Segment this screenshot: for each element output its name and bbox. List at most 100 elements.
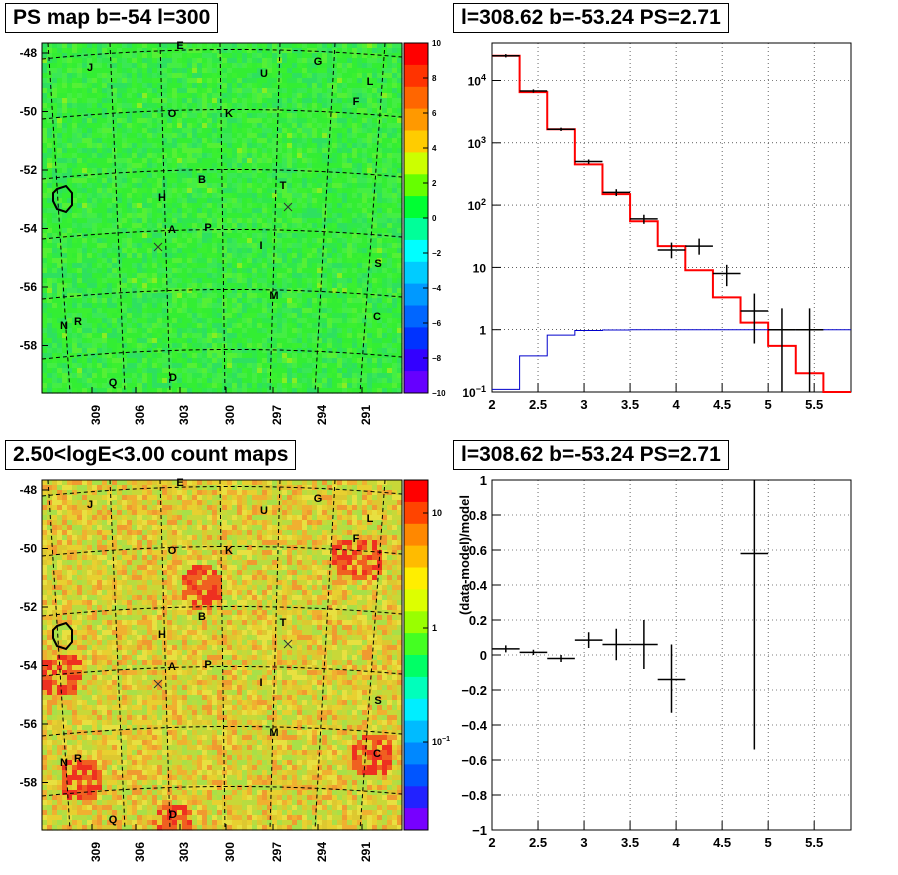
map-cell — [252, 268, 258, 274]
map-cell — [347, 108, 353, 114]
map-cell — [367, 168, 373, 174]
map-cell — [297, 198, 303, 204]
map-cell — [107, 113, 113, 119]
map-cell — [192, 263, 198, 269]
map-cell — [107, 283, 113, 289]
map-cell — [207, 88, 213, 94]
map-cell — [392, 303, 398, 309]
map-cell — [42, 363, 48, 369]
map-cell — [262, 283, 268, 289]
map-cell — [302, 343, 308, 349]
map-cell — [57, 253, 63, 259]
map-cell — [92, 218, 98, 224]
map-cell — [257, 138, 263, 144]
map-cell — [292, 263, 298, 269]
map-cell — [192, 243, 198, 249]
map-cell — [192, 248, 198, 254]
map-cell — [177, 328, 183, 334]
map-cell — [357, 223, 363, 229]
map-cell — [397, 58, 403, 64]
map-cell — [122, 48, 128, 54]
map-cell — [342, 158, 348, 164]
map-cell — [57, 303, 63, 309]
map-cell — [137, 358, 143, 364]
map-cell — [202, 53, 208, 59]
map-cell — [317, 363, 323, 369]
map-cell — [387, 93, 393, 99]
map-cell — [137, 338, 143, 344]
map-cell — [237, 353, 243, 359]
map-cell — [82, 168, 88, 174]
map-cell — [387, 378, 393, 384]
map-cell — [212, 358, 218, 364]
map-cell — [142, 293, 148, 299]
map-cell — [207, 183, 213, 189]
map-cell — [142, 268, 148, 274]
map-cell — [347, 353, 353, 359]
map-cell — [267, 323, 273, 329]
map-cell — [142, 158, 148, 164]
map-cell — [202, 278, 208, 284]
map-cell — [277, 323, 283, 329]
map-cell — [247, 168, 253, 174]
map-cell — [177, 198, 183, 204]
map-cell — [97, 253, 103, 259]
map-cell — [102, 348, 108, 354]
map-cell — [132, 93, 138, 99]
map-cell — [197, 303, 203, 309]
map-cell — [147, 238, 153, 244]
map-cell — [167, 363, 173, 369]
map-cell — [237, 373, 243, 379]
map-cell — [187, 273, 193, 279]
map-cell — [82, 373, 88, 379]
map-cell — [147, 338, 153, 344]
map-cell — [252, 48, 258, 54]
map-cell — [192, 338, 198, 344]
map-cell — [267, 153, 273, 159]
map-cell — [327, 233, 333, 239]
map-cell — [307, 313, 313, 319]
map-cell — [197, 288, 203, 294]
map-cell — [307, 53, 313, 59]
map-cell — [117, 178, 123, 184]
map-cell — [232, 123, 238, 129]
map-cell — [217, 83, 223, 89]
map-cell — [187, 383, 193, 389]
map-cell — [272, 228, 278, 234]
map-cell — [237, 153, 243, 159]
map-cell — [297, 183, 303, 189]
map-cell — [387, 128, 393, 134]
map-cell — [352, 143, 358, 149]
map-cell — [292, 358, 298, 364]
map-cell — [317, 63, 323, 69]
map-cell — [177, 188, 183, 194]
map-cell — [252, 318, 258, 324]
map-cell — [62, 188, 68, 194]
map-cell — [352, 283, 358, 289]
map-cell — [262, 53, 268, 59]
map-cell — [77, 93, 83, 99]
map-cell — [242, 93, 248, 99]
map-cell — [267, 373, 273, 379]
map-cell — [57, 228, 63, 234]
map-cell — [312, 183, 318, 189]
map-cell — [132, 128, 138, 134]
map-cell — [177, 83, 183, 89]
map-cell — [367, 333, 373, 339]
map-cell — [372, 193, 378, 199]
map-cell — [292, 113, 298, 119]
map-cell — [162, 283, 168, 289]
map-cell — [232, 333, 238, 339]
map-cell — [42, 288, 48, 294]
map-cell — [227, 238, 233, 244]
map-cell — [142, 128, 148, 134]
map-cell — [367, 83, 373, 89]
map-cell — [137, 48, 143, 54]
map-cell — [297, 348, 303, 354]
map-cell — [257, 163, 263, 169]
map-cell — [372, 373, 378, 379]
map-cell — [72, 268, 78, 274]
map-cell — [347, 228, 353, 234]
map-cell — [267, 188, 273, 194]
map-cell — [317, 133, 323, 139]
